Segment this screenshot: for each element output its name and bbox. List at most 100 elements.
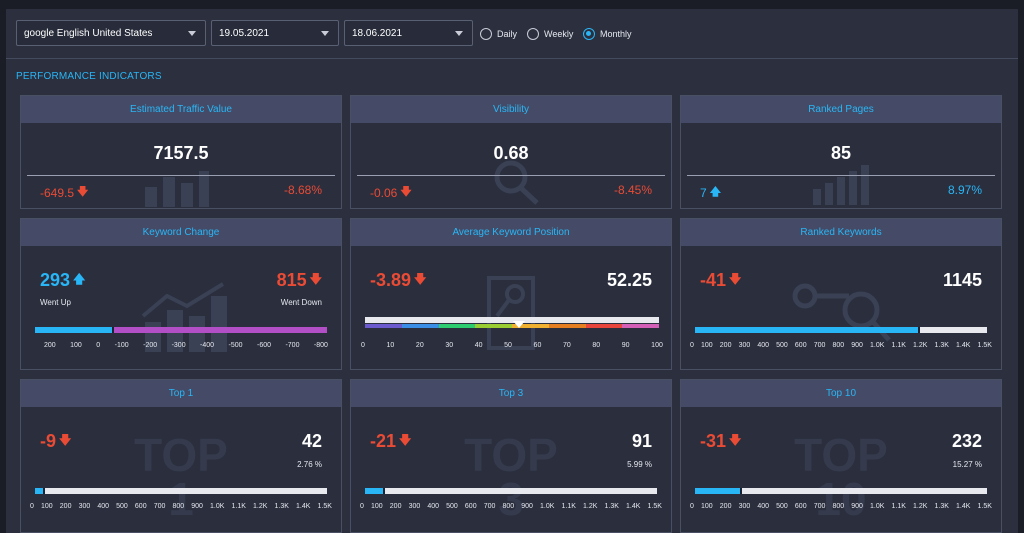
keyword-change-tick-label: 100 xyxy=(70,342,82,349)
ranked_keywords-tick-label: 0 xyxy=(690,342,694,349)
caret-down-icon xyxy=(455,31,463,36)
top1-tick-label: 400 xyxy=(97,503,110,510)
top-1-pct: 2.76 % xyxy=(297,460,322,469)
gauge-separator xyxy=(43,488,45,494)
gauge-fill xyxy=(695,327,918,333)
gauge-track xyxy=(742,488,987,494)
top-10-pct: 15.27 % xyxy=(952,460,982,469)
divider xyxy=(357,175,665,176)
top3-tick-label: 500 xyxy=(446,503,458,510)
top10-tick-label: 500 xyxy=(776,503,788,510)
ranked_keywords-tick-label: 1.5K xyxy=(977,342,992,349)
ranked_keywords-tick-label: 700 xyxy=(813,342,826,349)
gauge-track xyxy=(385,488,657,494)
radio-circle-icon xyxy=(527,28,539,40)
top-1-ticks: 0 100 200 300 400 500 600 700 800 900 1.0K 1.1K 1.2K… xyxy=(30,503,332,510)
ranked-keywords-delta-value: -41 xyxy=(700,270,727,290)
visibility-delta-value: -0.06 xyxy=(370,185,398,200)
top1-tick-label: 1.5K xyxy=(317,503,332,510)
avg-position-delta-value: -3.89 xyxy=(370,270,412,290)
top10-tick-label: 1.1K xyxy=(891,503,906,510)
top3-tick-label: 400 xyxy=(427,503,440,510)
top10-tick-label: 1.5K xyxy=(977,503,992,510)
avg-position-tick-label: 70 xyxy=(562,342,571,349)
keyword-change-tick-label: -600 xyxy=(256,342,271,349)
card-title: Ranked Pages xyxy=(681,96,1001,123)
arrow-down-icon: 🡇 xyxy=(77,186,89,198)
gauge-separator xyxy=(918,327,920,333)
position-scale-segment xyxy=(402,324,439,328)
top-3-delta: -21 🡇 xyxy=(370,431,411,452)
arrow-down-icon: 🡇 xyxy=(59,433,72,447)
keyword-change-tick-label: 0 xyxy=(96,342,101,349)
avg-position-delta: -3.89 🡇 xyxy=(370,270,426,291)
ranked_keywords-tick-label: 1.2K xyxy=(913,342,928,349)
top-3-gauge xyxy=(365,488,657,494)
arrow-down-icon: 🡇 xyxy=(729,433,742,447)
traffic-value: 7157.5 xyxy=(153,143,209,163)
top3-tick-label: 900 xyxy=(521,503,533,510)
top10-tick-label: 200 xyxy=(719,503,732,510)
arrow-down-icon: 🡇 xyxy=(399,433,412,447)
section-title: PERFORMANCE INDICATORS xyxy=(16,71,162,82)
top1-tick-label: 0 xyxy=(30,503,34,510)
top10-tick-label: 300 xyxy=(738,503,751,510)
top1-tick-label: 200 xyxy=(59,503,72,510)
ranked_keywords-tick-label: 1.0K xyxy=(870,342,885,349)
top10-tick-label: 1.3K xyxy=(934,503,949,510)
caret-down-icon xyxy=(321,31,329,36)
top1-tick-label: 1.3K xyxy=(274,503,289,510)
went-up-value: 293 xyxy=(40,270,71,290)
top3-tick-label: 100 xyxy=(371,503,383,510)
top10-tick-label: 400 xyxy=(757,503,770,510)
ranked-keywords-ticks: 0 100 200 300 400 500 600 700 800 900 1.0K 1.1K 1.2K… xyxy=(690,342,992,349)
divider xyxy=(687,175,995,176)
went-up-label: Went Up xyxy=(40,298,71,307)
filter-toolbar: google English United States 19.05.2021 … xyxy=(6,9,1018,59)
avg-position-tick-label: 10 xyxy=(386,342,395,349)
divider xyxy=(27,175,335,176)
top1-tick-label: 1.2K xyxy=(253,503,268,510)
avg-position-tick-label: 90 xyxy=(621,342,630,349)
ranked_keywords-tick-label: 200 xyxy=(719,342,732,349)
position-scale-segment xyxy=(439,324,476,328)
arrow-down-icon: 🡇 xyxy=(309,272,322,286)
top1-tick-label: 100 xyxy=(41,503,53,510)
radio-monthly[interactable]: Monthly xyxy=(583,27,632,41)
card-visibility: Visibility 0.68 -0.06 🡇 -8.45% xyxy=(350,95,672,209)
avg-position-tick-label: 100 xyxy=(651,342,663,349)
keyword-change-gauge xyxy=(35,327,327,333)
top10-tick-label: 800 xyxy=(832,503,845,510)
top3-tick-label: 0 xyxy=(360,503,364,510)
card-title: Average Keyword Position xyxy=(351,219,671,246)
card-title: Ranked Keywords xyxy=(681,219,1001,246)
radio-daily[interactable]: Daily xyxy=(480,27,517,41)
ranking-chart-watermark-icon xyxy=(813,165,869,205)
gauge-fill xyxy=(695,488,740,494)
gauge-separator xyxy=(112,327,114,333)
top-10-value: 232 xyxy=(951,431,982,451)
key-document-watermark-icon xyxy=(487,276,535,350)
date-to-select[interactable]: 18.06.2021 xyxy=(344,20,473,46)
top1-tick-label: 1.1K xyxy=(231,503,246,510)
went-up-bar xyxy=(35,327,112,333)
radio-weekly[interactable]: Weekly xyxy=(527,27,573,41)
search-engine-select[interactable]: google English United States xyxy=(16,20,206,46)
arrow-down-icon: 🡇 xyxy=(400,186,412,198)
went-down-label: Went Down xyxy=(280,298,322,307)
top10-tick-label: 0 xyxy=(690,503,694,510)
visibility-value: 0.68 xyxy=(493,143,529,163)
gauge-fill xyxy=(35,488,43,494)
traffic-delta-pct: -8.68% xyxy=(283,183,322,197)
card-title: Visibility xyxy=(351,96,671,123)
top1-tick-label: 500 xyxy=(116,503,128,510)
card-top-3: Top 3 TOP 3 -21 🡇 91 5.99 % 0 100 200 300 400… xyxy=(350,379,672,533)
dashboard-frame: google English United States 19.05.2021 … xyxy=(6,9,1018,533)
avg-position-tick-label: 60 xyxy=(533,342,542,349)
top10-tick-label: 100 xyxy=(701,503,713,510)
keyword-change-ticks: 200 100 0 -100 -200 -300 -400 -500 -600 -700 -800 xyxy=(44,342,328,349)
avg-position-tick-label: 40 xyxy=(474,342,483,349)
date-from-value: 19.05.2021 xyxy=(219,28,270,39)
visibility-delta: -0.06 🡇 xyxy=(370,183,412,202)
date-from-select[interactable]: 19.05.2021 xyxy=(211,20,339,46)
